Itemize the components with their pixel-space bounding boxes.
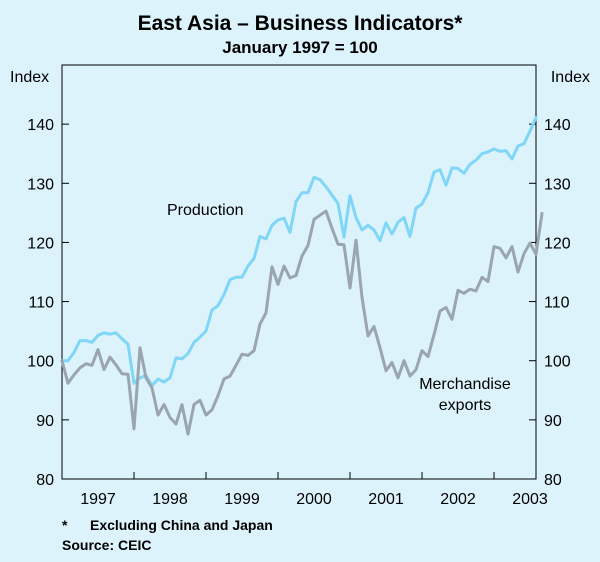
x-axis: 1997 1998 1999 2000 2001 2002 2003 (61, 472, 548, 508)
left-tick-label: 140 (27, 117, 54, 134)
left-tick-label: 130 (27, 176, 54, 193)
x-tick-label: 1997 (80, 491, 116, 508)
footnote-text: Excluding China and Japan (90, 517, 273, 533)
left-tick-label: 90 (36, 413, 54, 430)
source-note: Source: CEIC (62, 537, 151, 553)
x-tick-label: 1999 (224, 491, 260, 508)
x-tick-label: 2002 (440, 491, 476, 508)
left-tick-label: 120 (27, 235, 54, 252)
right-tick-label: 130 (544, 176, 571, 193)
right-tick-label: 120 (544, 235, 571, 252)
right-tick-label: 110 (544, 295, 570, 312)
right-axis-unit: Index (551, 69, 590, 86)
x-tick-label: 2003 (512, 491, 548, 508)
right-tick-label: 90 (544, 413, 562, 430)
right-tick-label: 100 (544, 354, 571, 371)
right-axis: 80 90 100 110 120 130 140 (529, 117, 571, 489)
x-tick-label: 2000 (296, 491, 332, 508)
left-axis: 80 90 100 110 120 130 140 (27, 117, 69, 489)
series-group (60, 116, 544, 436)
footnote-asterisk: * (62, 517, 68, 533)
left-tick-label: 100 (27, 354, 54, 371)
series-line-merchandise-exports (60, 209, 544, 436)
series-line-production (60, 116, 538, 388)
x-tick-label: 2001 (368, 491, 404, 508)
right-tick-label: 140 (544, 117, 571, 134)
left-tick-label: 80 (36, 472, 54, 489)
series-label-exports-line1: Merchandise (419, 376, 511, 393)
series-label-production: Production (167, 202, 244, 219)
left-tick-label: 110 (28, 295, 54, 312)
chart-title: East Asia – Business Indicators* (138, 12, 464, 35)
plot-frame (61, 64, 537, 480)
series-label-exports-line2: exports (439, 397, 491, 414)
left-axis-unit: Index (10, 69, 49, 86)
chart-subtitle: January 1997 = 100 (222, 38, 377, 57)
right-tick-label: 80 (544, 472, 562, 489)
x-tick-label: 1998 (152, 491, 188, 508)
